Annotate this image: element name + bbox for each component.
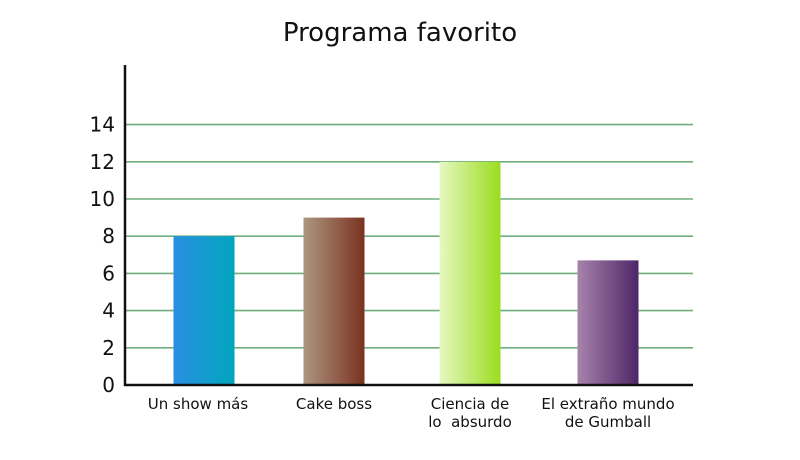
x-category-label: Cake boss	[296, 395, 372, 413]
x-category-label-line: de Gumball	[565, 413, 651, 431]
chart-title: Programa favorito	[282, 18, 518, 48]
y-tick-label: 4	[102, 299, 115, 323]
y-tick-label: 10	[90, 187, 115, 211]
bar	[303, 217, 365, 385]
x-category-label: El extraño mundo de Gumball	[541, 395, 674, 431]
x-category-label: Ciencia de lo absurdo	[428, 395, 512, 431]
bar	[439, 161, 501, 385]
x-category-label-line: El extraño mundo	[541, 395, 674, 413]
bar	[173, 236, 235, 385]
y-tick-label: 0	[102, 373, 115, 397]
y-tick-label: 6	[102, 261, 115, 285]
bar	[577, 260, 639, 385]
y-tick-label: 14	[90, 113, 115, 137]
x-category-label-line: lo absurdo	[428, 413, 512, 431]
x-category-label-line: Un show más	[148, 395, 249, 413]
y-tick-label: 8	[102, 224, 115, 248]
x-category-label: Un show más	[148, 395, 249, 413]
x-category-label-line: Cake boss	[296, 395, 372, 413]
y-tick-label: 2	[102, 336, 115, 360]
x-category-label-line: Ciencia de	[431, 395, 510, 413]
y-tick-label: 12	[90, 150, 115, 174]
